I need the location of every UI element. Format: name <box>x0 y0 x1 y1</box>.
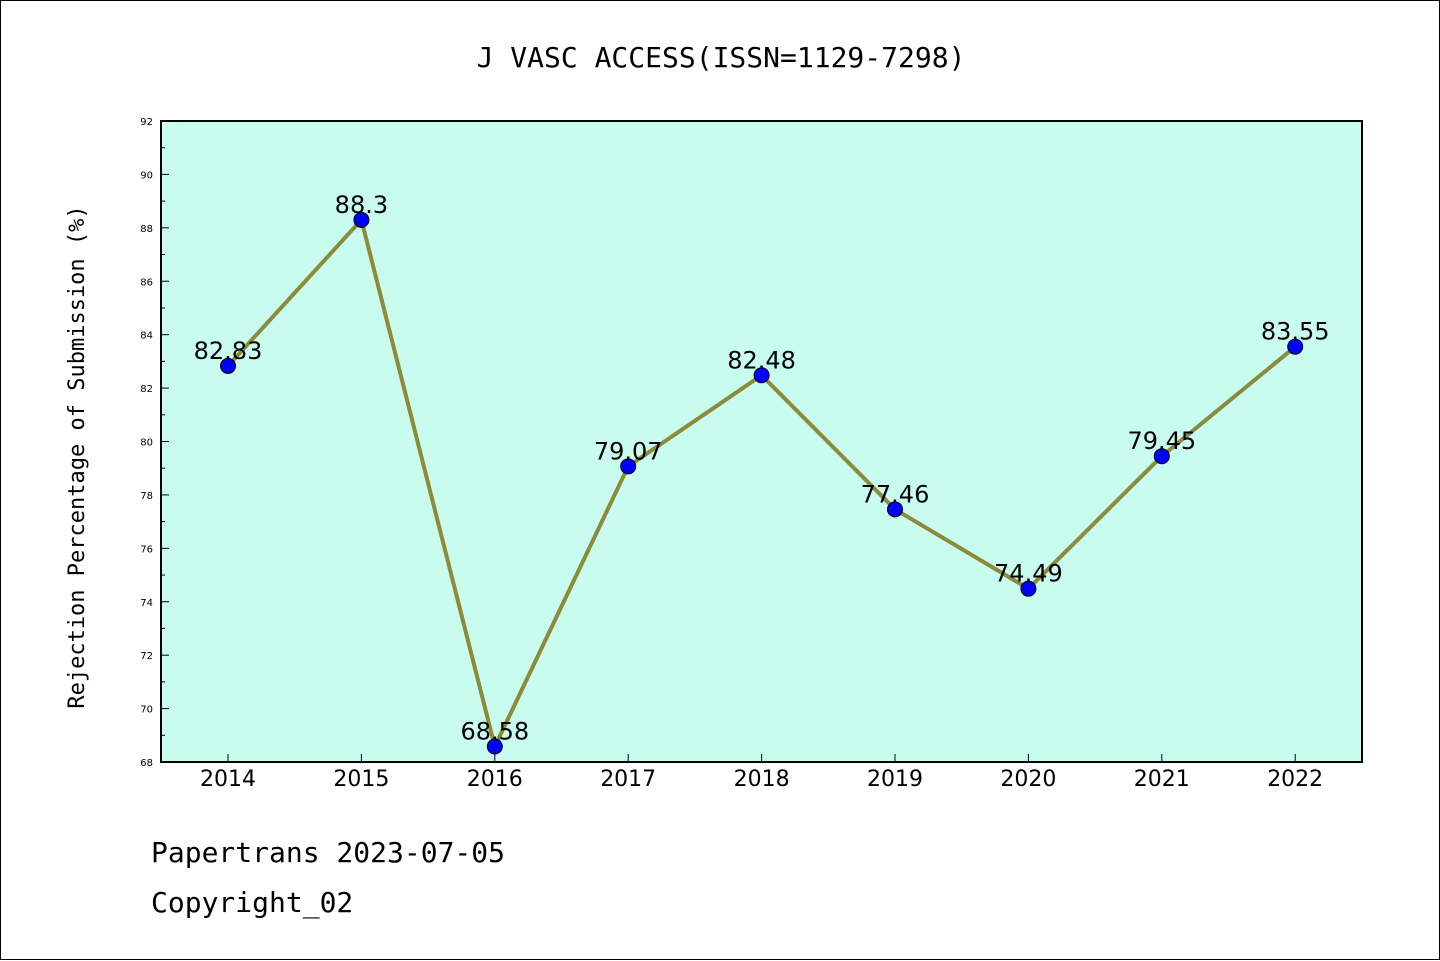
data-label: 74.49 <box>994 560 1063 588</box>
y-tick-label: 74 <box>140 598 153 609</box>
series-group: 82.83 88.3 68.58 79.07 82.48 77.46 74.49 79.45 8… <box>194 191 1330 755</box>
data-point <box>1287 338 1304 355</box>
y-tick-label: 76 <box>140 544 153 555</box>
y-tick-label: 70 <box>140 705 153 716</box>
y-tick-label: 90 <box>140 170 153 181</box>
data-label: 79.45 <box>1127 427 1196 455</box>
data-point <box>1153 448 1170 465</box>
data-label: 77.46 <box>861 480 930 508</box>
x-tick-label: 2022 <box>1267 767 1323 792</box>
data-label: 68.58 <box>460 718 529 746</box>
data-point <box>887 501 903 518</box>
y-tick-label: 68 <box>140 758 153 769</box>
y-tick-label: 84 <box>140 331 153 342</box>
plot-area <box>161 121 1362 762</box>
x-tick-label: 2014 <box>200 767 256 792</box>
chart-title: J VASC ACCESS(ISSN=1129-7298) <box>477 41 966 74</box>
x-axis: 2014 2015 2016 2017 2018 2019 2020 2021 2022 <box>200 754 1323 792</box>
footer-date: Papertrans 2023-07-05 <box>151 836 506 869</box>
y-tick-label: 82 <box>140 384 153 395</box>
y-tick-label: 72 <box>140 651 153 662</box>
data-label: 82.83 <box>194 337 263 365</box>
data-point <box>486 738 503 755</box>
x-tick-label: 2018 <box>734 767 790 792</box>
data-label: 79.07 <box>594 437 663 465</box>
x-tick-label: 2015 <box>333 767 389 792</box>
y-axis-label: Rejection Percentage of Submission (%) <box>65 205 90 708</box>
y-tick-label: 86 <box>140 277 153 288</box>
y-tick-label: 80 <box>140 438 153 449</box>
data-label: 82.48 <box>727 346 796 374</box>
x-tick-label: 2017 <box>600 767 656 792</box>
data-point <box>353 211 370 228</box>
x-tick-label: 2019 <box>867 767 923 792</box>
data-point <box>220 357 236 374</box>
data-label: 83.55 <box>1261 318 1330 346</box>
data-point <box>620 458 637 475</box>
data-point <box>1020 580 1037 597</box>
data-point <box>753 367 770 384</box>
y-tick-label: 88 <box>140 224 153 235</box>
y-tick-label: 78 <box>140 491 153 502</box>
data-label: 88.3 <box>335 191 388 219</box>
y-tick-label: 92 <box>140 117 153 128</box>
plot-border <box>160 120 1363 763</box>
x-tick-label: 2021 <box>1134 767 1190 792</box>
y-axis: 68 70 72 74 76 78 80 82 84 86 88 90 92 <box>140 117 169 769</box>
footer-copyright: Copyright_02 <box>151 886 354 919</box>
x-tick-label: 2016 <box>467 767 523 792</box>
x-tick-label: 2020 <box>1000 767 1056 792</box>
